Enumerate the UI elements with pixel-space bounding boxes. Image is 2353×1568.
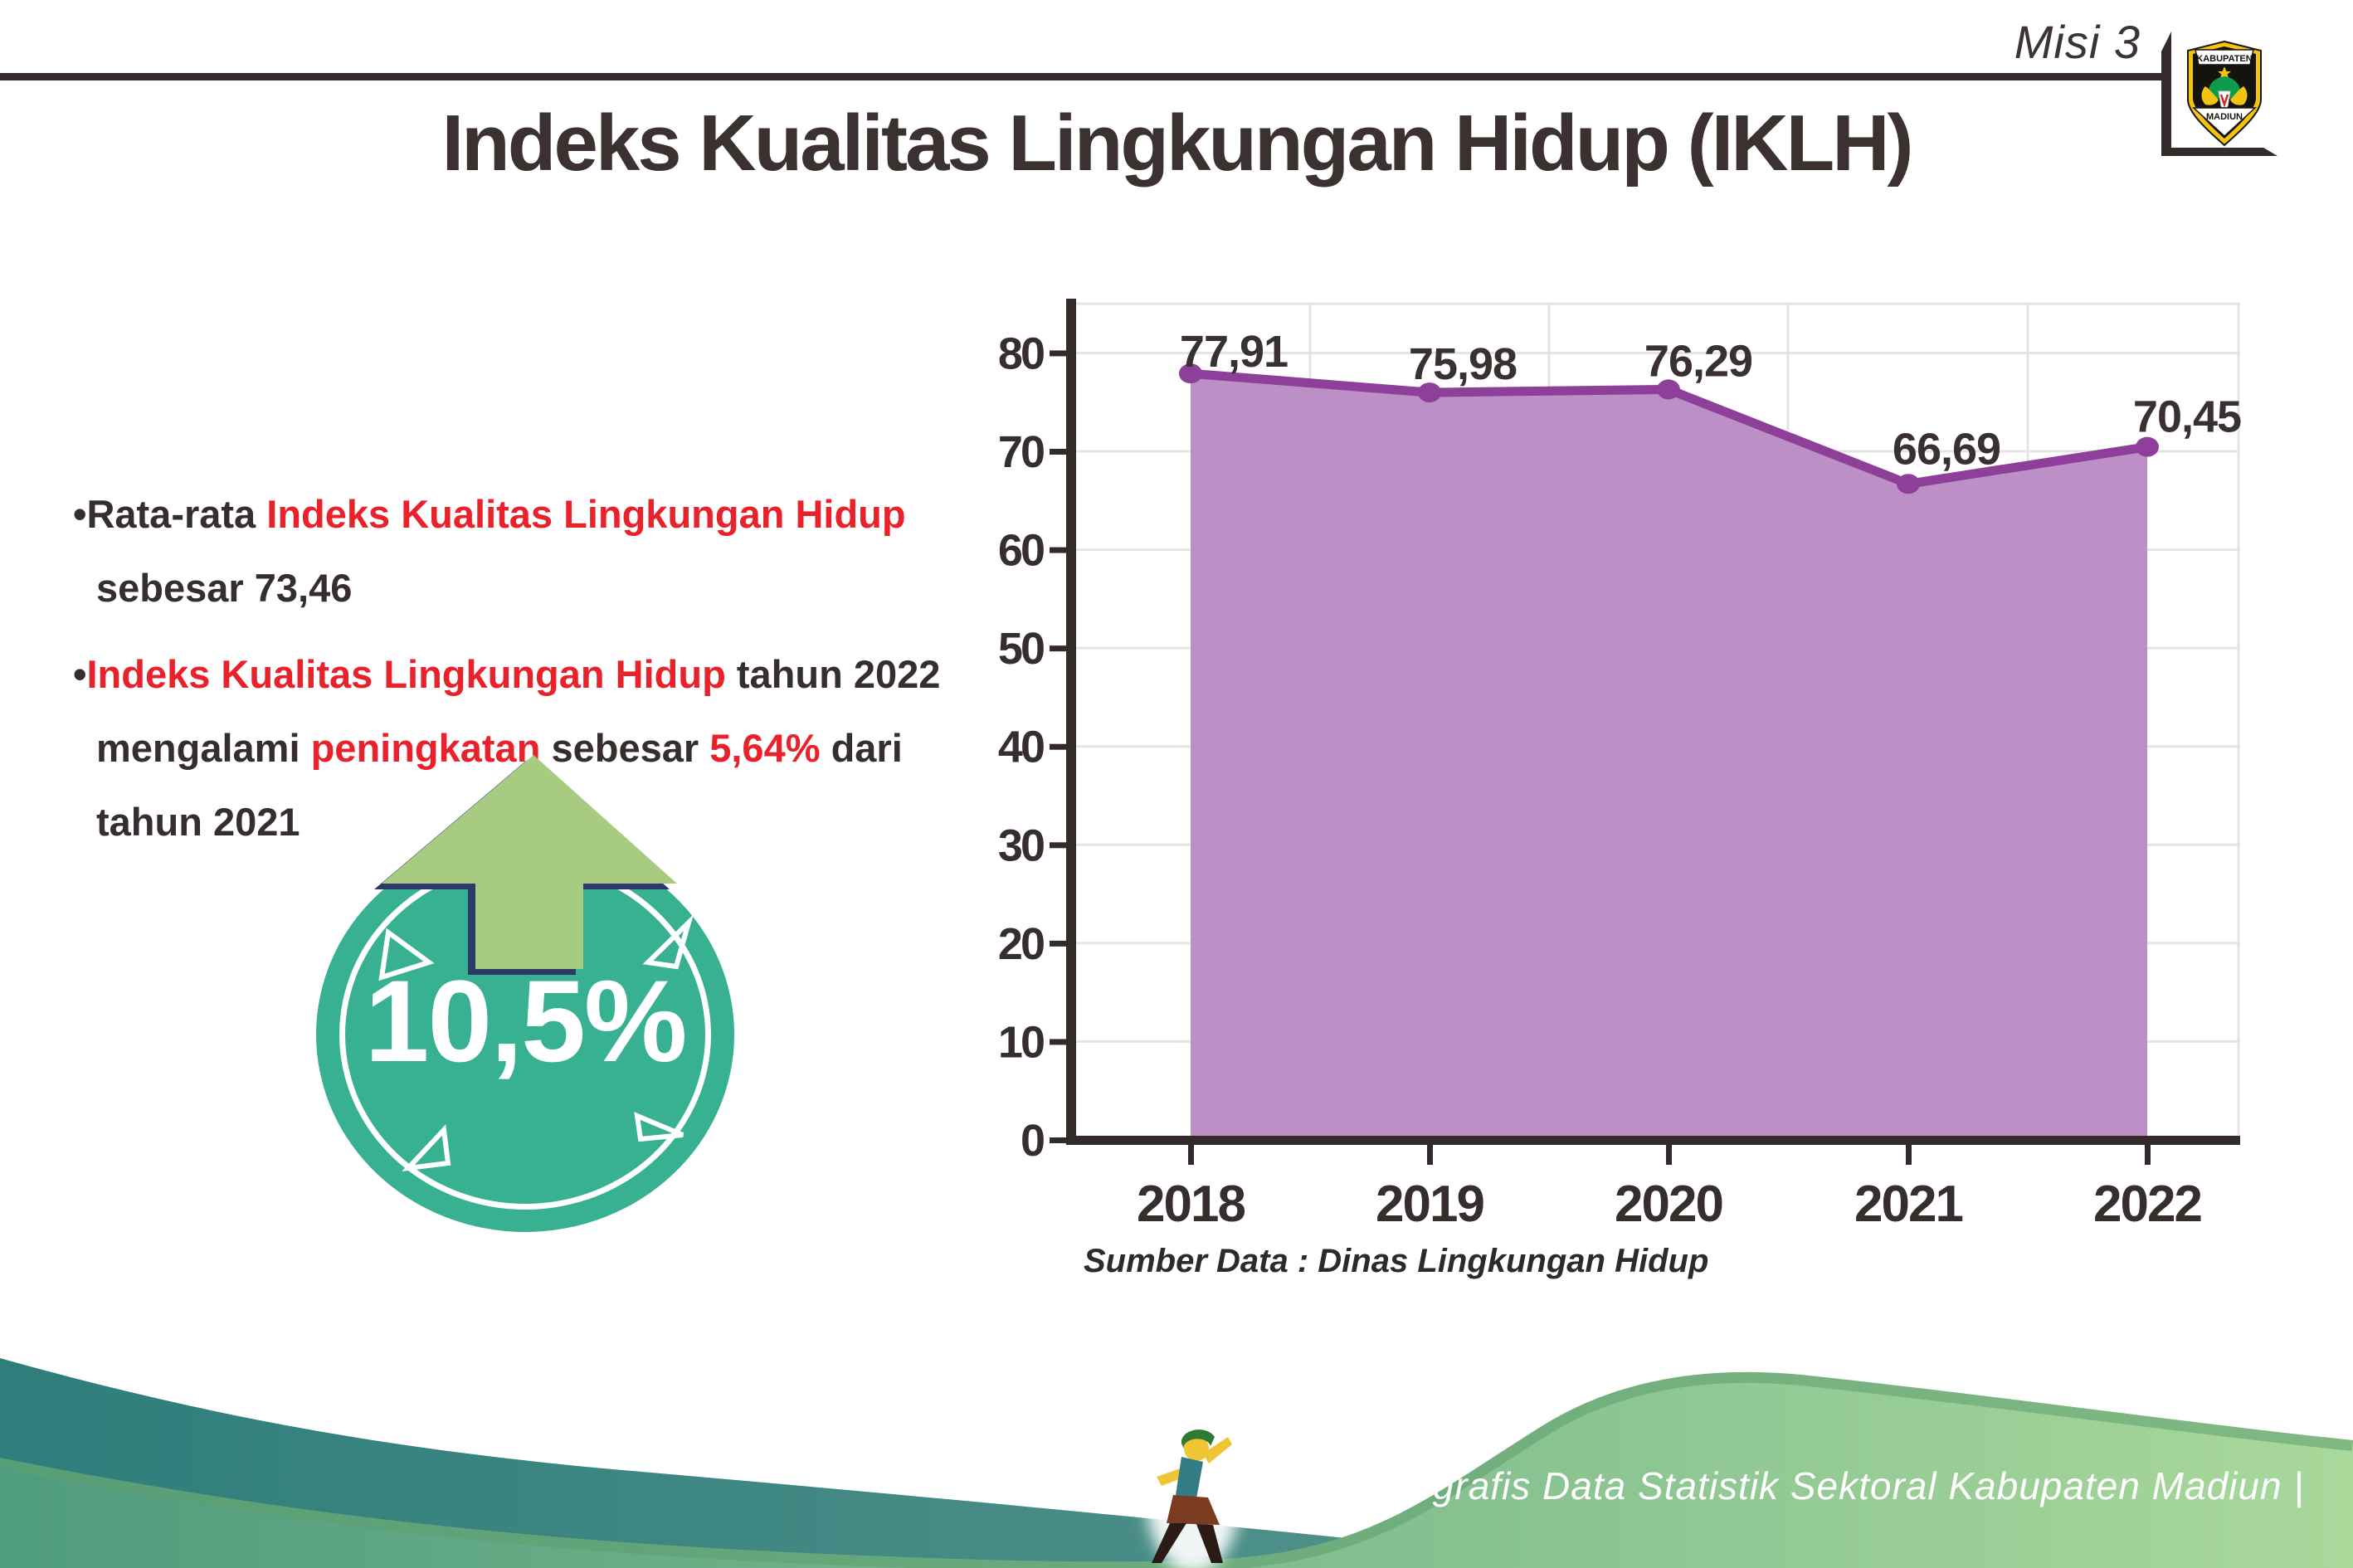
chart-x-tick-label: 2019 bbox=[1376, 1176, 1483, 1233]
insight-text-segment: Indeks Kualitas Lingkungan Hidup bbox=[86, 651, 726, 696]
chart-y-tick-label: 40 bbox=[998, 723, 1044, 772]
chart-y-tick bbox=[1050, 743, 1066, 750]
insight-text-segment: •Rata-rata bbox=[73, 492, 267, 536]
chart-x-tick bbox=[1427, 1145, 1433, 1165]
insight-text-segment: mengalami bbox=[96, 725, 311, 770]
logo-frame-vertical bbox=[2161, 32, 2171, 156]
chart-y-tick bbox=[1050, 842, 1066, 849]
iklh-area-chart: 0 10 20 30 40 50 60 70 80 2018 2019 2020 2021 2022 77,… bbox=[998, 299, 2242, 1233]
insight-text-segment: • bbox=[73, 651, 87, 696]
chart-x-tick bbox=[2145, 1145, 2151, 1165]
chart-y-tick bbox=[1050, 449, 1066, 455]
badge-percentage: 10,5% bbox=[364, 956, 688, 1086]
insight-text-segment: tahun 2021 bbox=[96, 800, 300, 845]
chart-point bbox=[1897, 474, 1920, 494]
insight-text-segment: peningkatan bbox=[310, 725, 541, 770]
chart-x-tick bbox=[1906, 1145, 1912, 1165]
insight-bullet: •Rata-rata Indeks Kualitas Lingkungan Hi… bbox=[73, 477, 1069, 626]
chart-value-label: 76,29 bbox=[1644, 336, 1752, 386]
chart-y-tick bbox=[1050, 1137, 1066, 1143]
data-source-note: Sumber Data : Dinas Lingkungan Hidup bbox=[1084, 1243, 1709, 1279]
chart-x-tick-label: 2020 bbox=[1615, 1176, 1722, 1233]
mission-label: Misi 3 bbox=[2014, 16, 2141, 68]
chart-y-axis bbox=[1066, 299, 1076, 1145]
insight-text-segment: sebesar 73,46 bbox=[96, 566, 353, 611]
insight-text-segment: tahun 2022 bbox=[725, 651, 941, 696]
chart-point bbox=[2136, 436, 2159, 457]
chart-value-label: 75,98 bbox=[1409, 339, 1517, 389]
insight-bullets: •Rata-rata Indeks Kualitas Lingkungan Hi… bbox=[73, 477, 1069, 870]
chart-y-tick-label: 70 bbox=[998, 427, 1044, 477]
chart-x-tick-label: 2021 bbox=[1854, 1176, 1962, 1233]
footer-wave bbox=[0, 1358, 2353, 1568]
chart-area bbox=[1191, 373, 2147, 1140]
page-title: Indeks Kualitas Lingkungan Hidup (IKLH) bbox=[441, 99, 1913, 187]
insight-text-segment: 5,64% bbox=[709, 725, 821, 770]
footer-caption: Media Infografis Data Statistik Sektoral… bbox=[1246, 1464, 2305, 1507]
chart-point bbox=[1179, 363, 1202, 384]
wave-green-main bbox=[0, 1371, 2353, 1568]
insight-bullet: •Indeks Kualitas Lingkungan Hidup tahun … bbox=[73, 637, 1069, 859]
chart-y-tick-label: 30 bbox=[998, 821, 1044, 870]
chart-y-tick bbox=[1050, 1039, 1066, 1045]
logo-star-icon bbox=[2218, 66, 2231, 80]
chart-x-axis bbox=[1066, 1136, 2240, 1145]
chart-value-label: 70,45 bbox=[2133, 392, 2241, 442]
chart-y-tick bbox=[1050, 547, 1066, 553]
chart-y-tick-label: 50 bbox=[998, 624, 1044, 674]
chart-x-tick bbox=[1666, 1145, 1672, 1165]
chart-x-tick-label: 2018 bbox=[1137, 1176, 1245, 1233]
chart-y-tick-label: 0 bbox=[1021, 1116, 1044, 1166]
chart-y-tick bbox=[1050, 940, 1066, 947]
logo-bottom-text: MADIUN bbox=[2206, 112, 2243, 122]
chart-point bbox=[1657, 379, 1680, 400]
chart-y-tick bbox=[1050, 645, 1066, 652]
chart-y-tick bbox=[1050, 350, 1066, 357]
logo-frame-horizontal bbox=[2161, 148, 2277, 156]
chart-y-tick-label: 10 bbox=[998, 1017, 1044, 1067]
wave-teal-band bbox=[0, 1358, 1726, 1568]
chart-x-tick bbox=[1188, 1145, 1194, 1165]
chart-value-label: 66,69 bbox=[1893, 424, 2000, 474]
logo-top-text: KABUPATEN bbox=[2196, 54, 2252, 64]
insight-text-segment: Indeks Kualitas Lingkungan Hidup bbox=[266, 492, 906, 536]
insight-text-segment: sebesar bbox=[540, 725, 710, 770]
kabupaten-madiun-logo-icon: KABUPATEN MADIUN bbox=[2187, 40, 2262, 147]
chart-point bbox=[1418, 382, 1441, 403]
chart-value-label: 77,91 bbox=[1180, 327, 1288, 377]
dancer-mascot-icon bbox=[1147, 1427, 1240, 1568]
header-divider bbox=[0, 73, 2163, 80]
chart-y-tick-label: 60 bbox=[998, 526, 1044, 576]
insight-text-segment: dari bbox=[820, 725, 903, 770]
chart-y-tick-label: 20 bbox=[998, 919, 1044, 969]
chart-x-tick-label: 2022 bbox=[2093, 1176, 2201, 1233]
chart-y-tick-label: 80 bbox=[998, 329, 1044, 378]
